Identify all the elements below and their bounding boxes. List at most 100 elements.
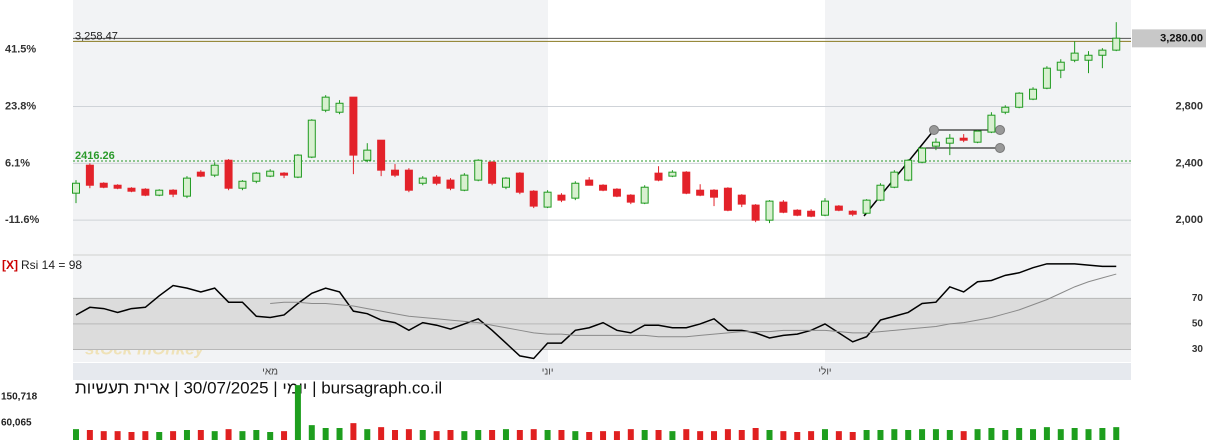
candle-body — [404, 169, 413, 191]
volume-bar — [378, 427, 385, 440]
rsi-tick-label: 50 — [1192, 319, 1204, 330]
candle-body — [723, 187, 732, 211]
volume-bar — [1057, 429, 1064, 440]
candle-body — [169, 189, 178, 195]
volume-bar — [669, 431, 676, 440]
volume-bar — [655, 430, 662, 440]
candle-body — [1029, 88, 1038, 100]
volume-bar — [1113, 427, 1120, 440]
volume-bar — [1002, 430, 1009, 440]
volume-bar — [766, 430, 773, 440]
candle-body — [307, 119, 316, 158]
price-line-label: 3,258.47 — [75, 30, 118, 42]
candle-body — [85, 164, 94, 186]
candle-body — [1001, 106, 1010, 113]
volume-bar — [1030, 429, 1037, 440]
candle-body — [585, 179, 594, 186]
volume-bar — [530, 429, 537, 440]
volume-bar — [683, 429, 690, 440]
volume-bar — [128, 432, 135, 440]
volume-bar — [724, 429, 731, 440]
candle-body — [1112, 37, 1121, 51]
candle-body — [834, 205, 843, 211]
volume-tick-label: 60,065 — [1, 417, 32, 428]
volume-bar — [156, 432, 163, 440]
volume-bar — [697, 431, 704, 440]
candle-body — [599, 184, 608, 191]
candle-body — [682, 171, 691, 194]
volume-bar — [253, 430, 260, 440]
candle-body — [266, 170, 275, 177]
trend-line — [863, 129, 935, 217]
candle-body — [945, 137, 954, 144]
volume-bar — [919, 429, 926, 440]
volume-bar — [974, 429, 981, 440]
volume-bar — [960, 431, 967, 440]
candle-body — [349, 96, 358, 156]
candle-body — [1070, 52, 1079, 61]
volume-bar — [1043, 427, 1050, 440]
x-tick-label: מאי — [262, 367, 278, 378]
volume-bar — [225, 429, 232, 440]
volume-bar — [183, 430, 190, 440]
candle-body — [474, 159, 483, 181]
close-button[interactable]: [X] — [2, 258, 18, 272]
volume-bar — [73, 429, 79, 440]
candle-body — [1098, 49, 1107, 56]
volume-bar — [711, 431, 718, 440]
y-tick-label: 2,000 — [1175, 214, 1203, 226]
caption: יומי | 30/07/2025 | ארית תעשיות | bursag… — [75, 378, 442, 397]
handle — [995, 125, 1005, 135]
volume-bar — [932, 429, 939, 440]
candle-body — [460, 174, 469, 191]
candle-body — [987, 114, 996, 133]
candle-body — [612, 188, 621, 197]
date-axis — [73, 363, 1131, 380]
volume-bar — [835, 431, 842, 440]
y-tick-label: 2,800 — [1175, 100, 1203, 112]
volume-bar — [336, 428, 343, 440]
candle-body — [99, 182, 108, 188]
volume-bar — [364, 429, 371, 440]
candle-body — [224, 159, 233, 189]
volume-bar — [808, 431, 815, 440]
y2-tick-label: -11.6% — [5, 214, 39, 226]
candle-body — [377, 139, 386, 171]
volume-bar — [516, 430, 523, 440]
candle-body — [72, 182, 80, 194]
volume-bar — [350, 423, 357, 440]
candle-body — [238, 180, 247, 189]
handle — [995, 143, 1005, 153]
volume-bar — [586, 432, 593, 440]
candle-body — [321, 96, 330, 111]
volume-bar — [502, 429, 509, 440]
volume-bar — [988, 428, 995, 440]
volume-bar — [267, 432, 274, 440]
candle-body — [807, 210, 816, 217]
candle-body — [890, 171, 899, 188]
volume-bar — [752, 428, 759, 440]
last-price-tag — [1132, 29, 1206, 48]
candle-body — [280, 172, 289, 176]
volume-bar — [308, 425, 315, 440]
candle-body — [515, 172, 524, 193]
volume-bar — [1016, 428, 1023, 440]
volume-bar — [447, 430, 454, 440]
volume-bar — [877, 430, 884, 440]
candle-body — [155, 189, 164, 196]
rsi-title: Rsi 14 = 98 — [21, 258, 82, 272]
candle-body — [182, 177, 191, 197]
candle-body — [196, 171, 205, 177]
volume-bar — [627, 429, 634, 440]
rsi-line — [75, 263, 1117, 360]
candle-body — [529, 190, 538, 207]
last-price-label: 3,280.00 — [1160, 32, 1203, 44]
volume-bar — [558, 430, 565, 440]
volume-bar — [600, 431, 607, 440]
x-tick-label: יוני — [542, 367, 554, 378]
candle-body — [626, 194, 635, 203]
candle-body — [418, 177, 427, 184]
volume-bar — [86, 430, 93, 440]
candle-body — [931, 141, 940, 147]
